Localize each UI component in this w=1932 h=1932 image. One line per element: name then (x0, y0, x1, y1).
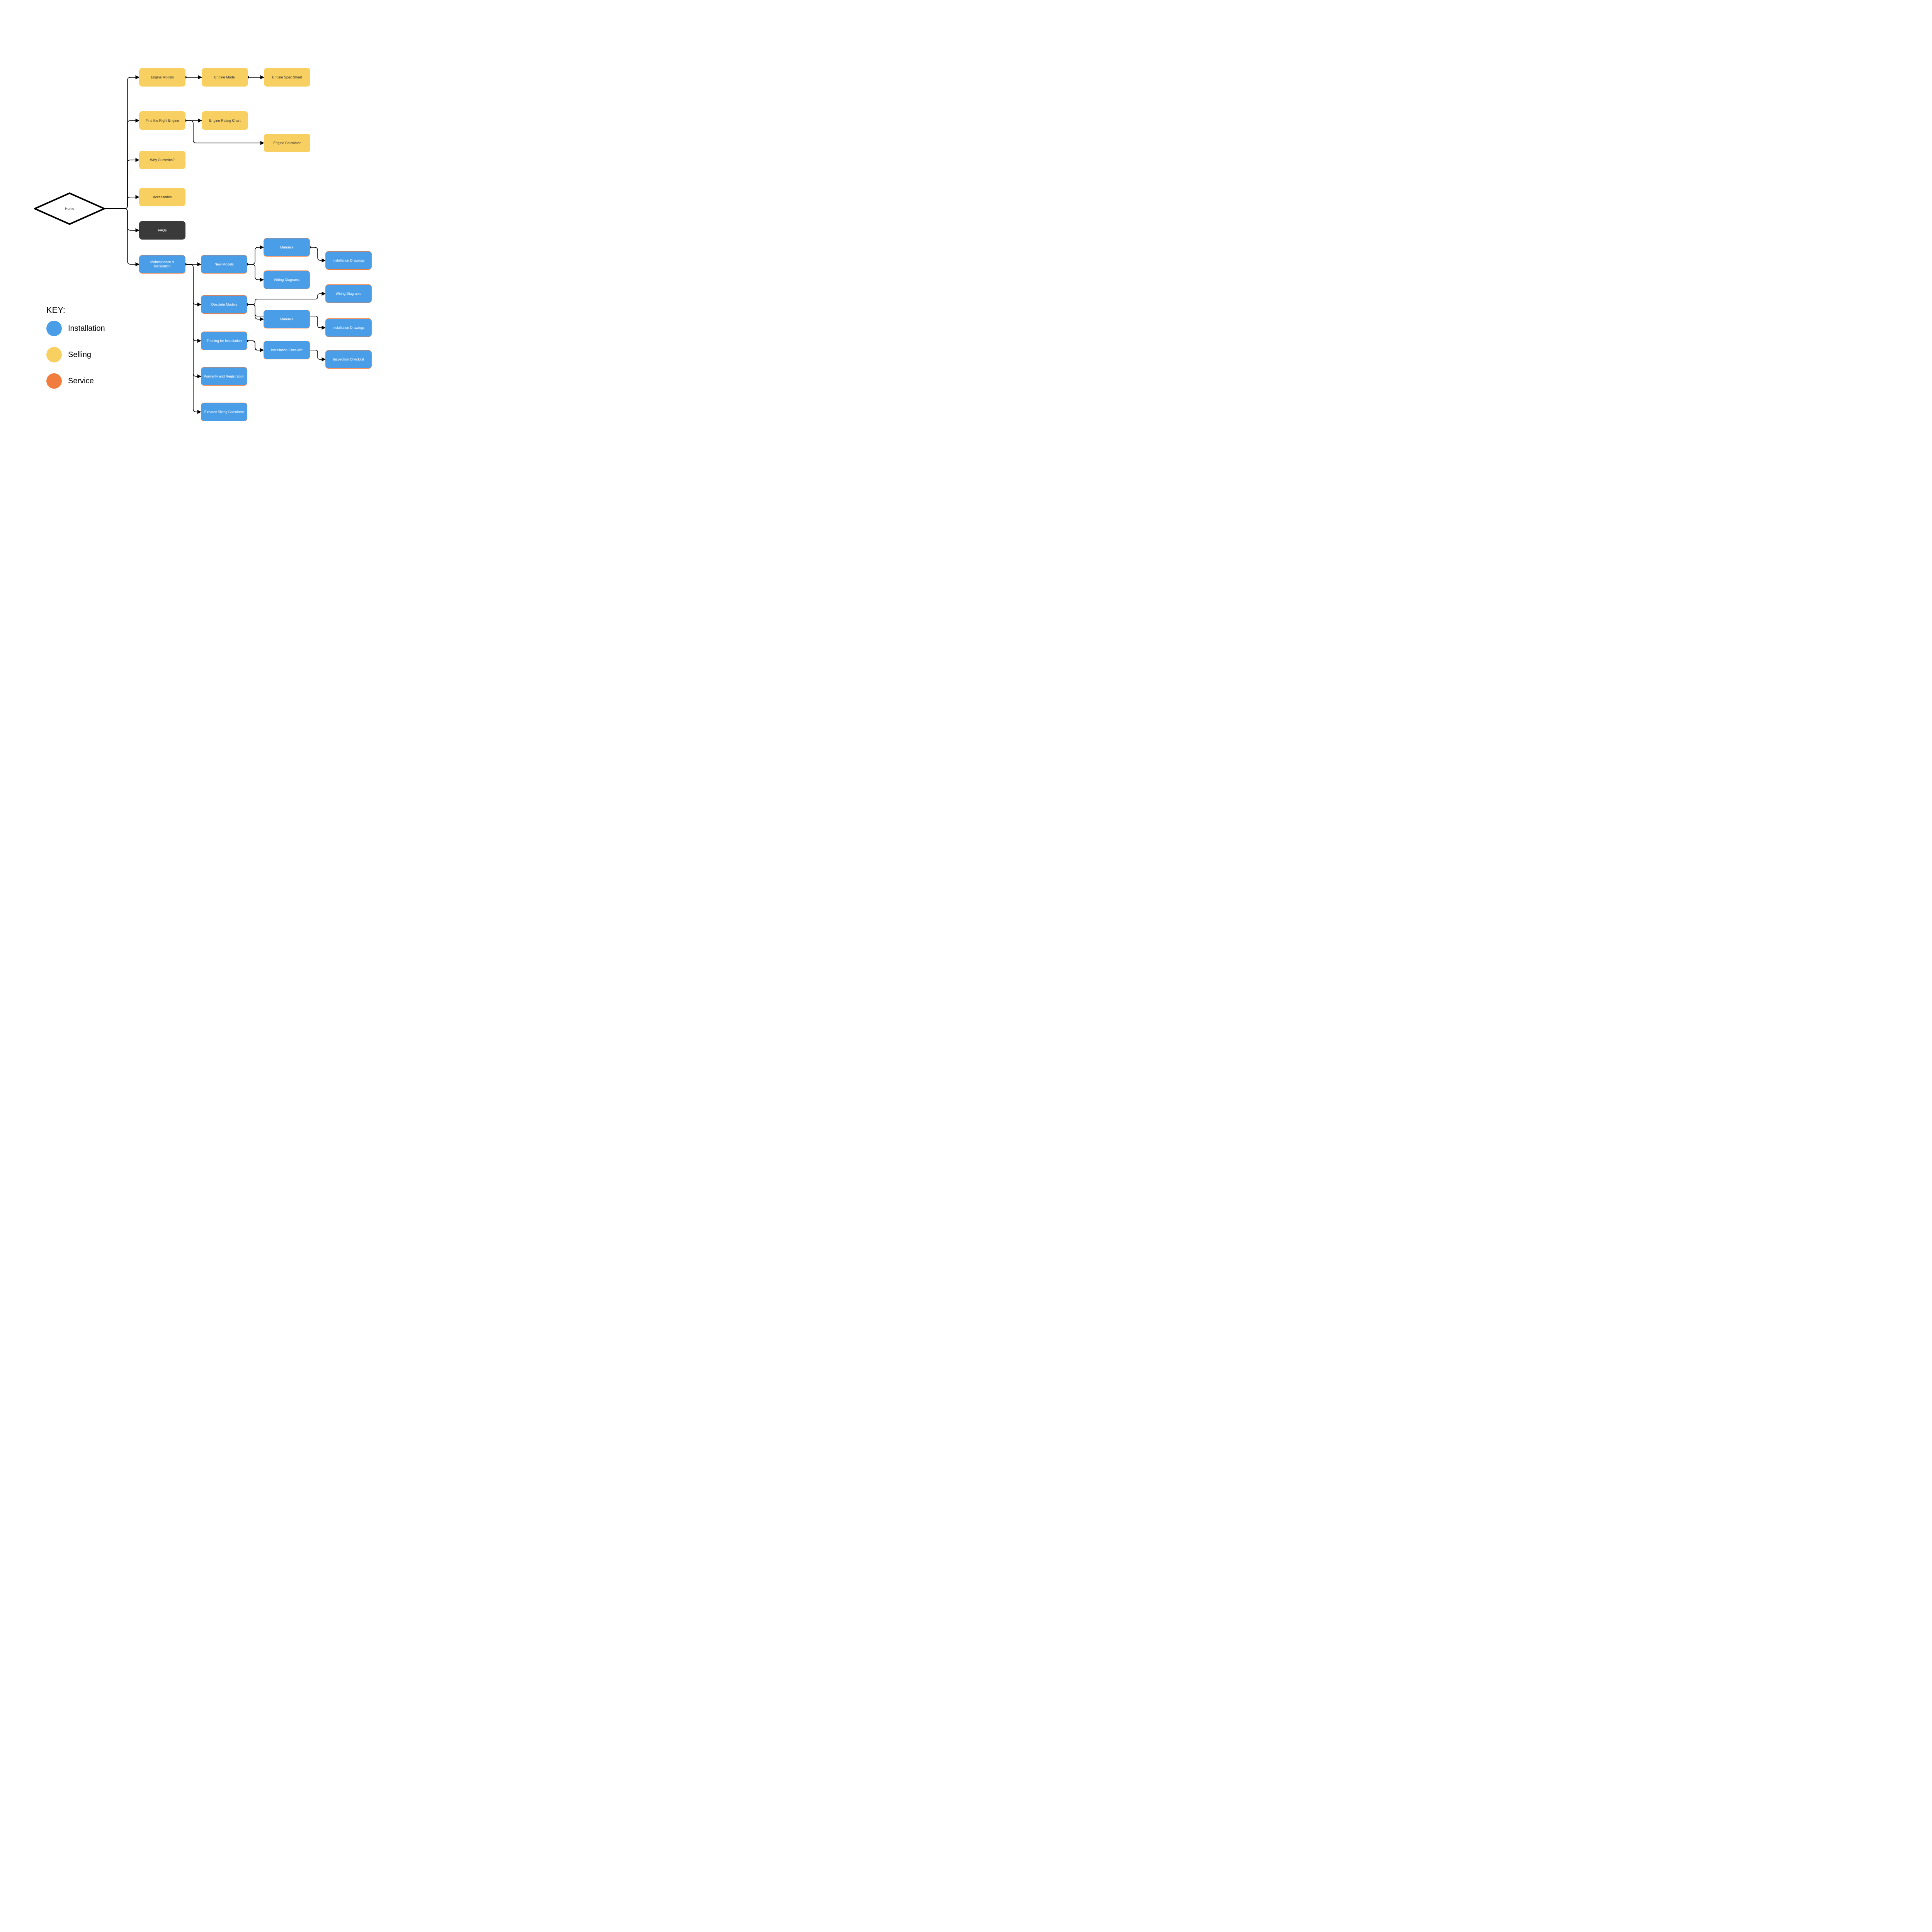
node-label: Engine Calculator (273, 141, 301, 145)
node-install_drawings_2: Installation Drawings (325, 318, 372, 337)
legend-item-installation: Installation (46, 321, 105, 336)
node-label: Obsolete Models (211, 303, 237, 307)
node-label: Installation Checklist (271, 348, 303, 352)
node-label: New Models (214, 262, 234, 267)
node-label: Find the Right Engine (146, 119, 179, 123)
node-wiring_2: Wiring Diagrams (325, 284, 372, 303)
node-label: Engine Rating Chart (209, 119, 240, 123)
node-inspection_checklist: Inspection Checklist (325, 350, 372, 369)
legend-label: Service (68, 377, 94, 386)
node-engine_models: Engine Models (139, 68, 185, 87)
node-label: Wiring Diagrams (336, 292, 362, 296)
node-label: Manuals (280, 245, 293, 250)
node-label: Home (65, 207, 74, 211)
node-engine_calculator: Engine Calculator (264, 134, 310, 152)
node-label: Inspection Checklist (333, 357, 364, 362)
node-find_right_engine: Find the Right Engine (139, 111, 185, 130)
node-label: FAQs (158, 228, 167, 233)
node-accessories: Accessories (139, 188, 185, 206)
node-engine_rating_chart: Engine Rating Chart (202, 111, 248, 130)
legend-label: Selling (68, 350, 91, 359)
node-label: Engine Spec Sheet (272, 75, 302, 80)
node-exhaust_calc: Exhaust Sizing Calculator (201, 403, 247, 421)
legend-swatch (46, 347, 62, 362)
node-new_models: New Models (201, 255, 247, 274)
legend-label: Installation (68, 324, 105, 333)
node-home: Home (35, 193, 104, 224)
legend-title: KEY: (46, 305, 65, 315)
flowchart-canvas: Home Engine Models Engine Model Engine Spec… (0, 0, 394, 454)
node-label: Maintainence & Installation (142, 260, 183, 269)
node-label: Training for Installation (207, 339, 242, 343)
node-install_checklist: Installation Checklist (264, 341, 310, 359)
node-label: Wiring Diagrams (274, 278, 300, 282)
node-label: Exhaust Sizing Calculator (204, 410, 244, 414)
node-why_cummins: Why Cummins? (139, 151, 185, 169)
node-label: Manuals (280, 317, 293, 321)
node-faqs: FAQs (139, 221, 185, 240)
node-maint_install: Maintainence & Installation (139, 255, 185, 274)
node-manuals_obs: Manuals (264, 310, 310, 328)
node-label: Why Cummins? (150, 158, 175, 162)
node-engine_model: Engine Model (202, 68, 248, 87)
legend-swatch (46, 373, 62, 389)
node-label: Installation Drawings (332, 326, 364, 330)
legend-swatch (46, 321, 62, 336)
node-label: Engine Model (214, 75, 235, 80)
node-wiring_new: Wiring Diagrams (264, 270, 310, 289)
node-label: Installation Drawings (332, 259, 364, 263)
node-label: Warranty and Registration (204, 374, 244, 379)
node-warranty_reg: Warranty and Registration (201, 367, 247, 386)
legend-item-service: Service (46, 373, 94, 389)
node-training_install: Training for Installation (201, 332, 247, 350)
node-install_drawings_1: Installation Drawings (325, 251, 372, 270)
node-obsolete_models: Obsolete Models (201, 295, 247, 314)
legend-item-selling: Selling (46, 347, 91, 362)
node-label: Accessories (153, 195, 172, 199)
node-manuals_new: Manuals (264, 238, 310, 257)
node-label: Engine Models (151, 75, 174, 80)
node-engine_spec_sheet: Engine Spec Sheet (264, 68, 310, 87)
